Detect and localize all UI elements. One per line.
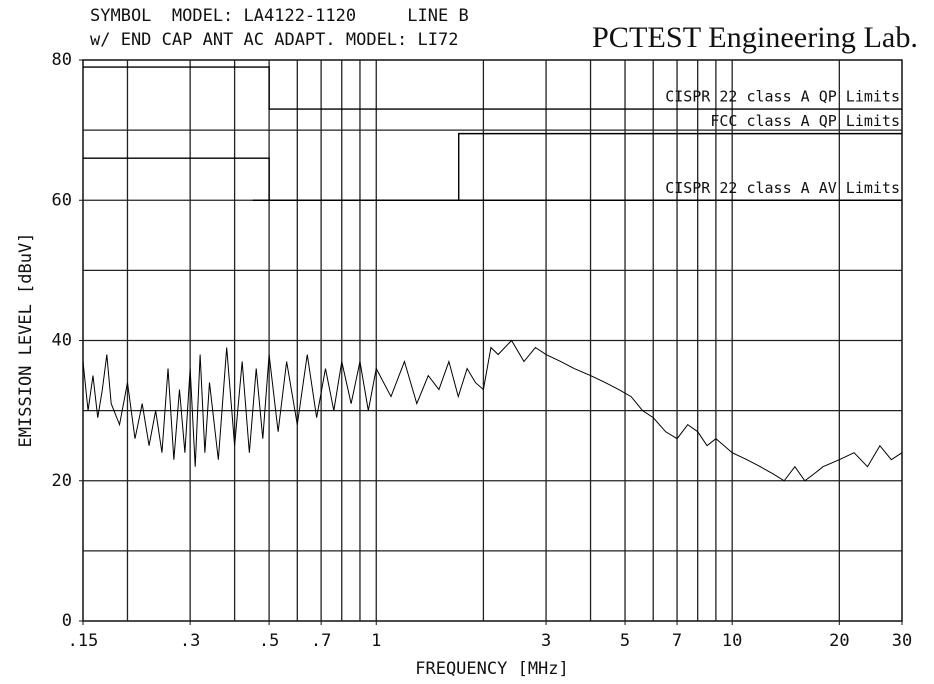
y-tick-label: 60 [52,190,72,210]
y-tick-label: 40 [52,331,72,351]
x-tick-label: 20 [829,631,849,651]
limit-label: CISPR 22 class A QP Limits [665,88,900,106]
y-axis-label: EMISSION LEVEL [dBuV] [16,233,36,448]
x-tick-label: 7 [672,631,682,651]
limit-label: FCC class A QP Limits [710,112,900,130]
y-tick-label: 20 [52,471,72,491]
limit-line [83,66,902,110]
x-tick-label: .7 [311,631,331,651]
x-tick-label: 5 [620,631,630,651]
emission-trace [82,339,903,482]
header-line: SYMBOL MODEL: LA4122-1120 LINE B [90,6,469,26]
y-tick-label: 0 [62,611,72,631]
x-tick-label: 10 [722,631,742,651]
header-line: w/ END CAP ANT AC ADAPT. MODEL: LI72 [90,30,458,50]
x-tick-label: 1 [371,631,381,651]
limit-label: CISPR 22 class A AV Limits [665,179,900,197]
x-tick-label: 3 [541,631,551,651]
x-axis-label: FREQUENCY [MHz] [415,659,569,679]
lab-name: PCTEST Engineering Lab. [592,21,918,54]
x-tick-label: .3 [180,631,200,651]
limit-line [83,157,902,201]
x-tick-label: .5 [259,631,279,651]
y-tick-label: 80 [52,50,72,70]
x-tick-label: 30 [892,631,912,651]
x-tick-label: .15 [68,631,99,651]
